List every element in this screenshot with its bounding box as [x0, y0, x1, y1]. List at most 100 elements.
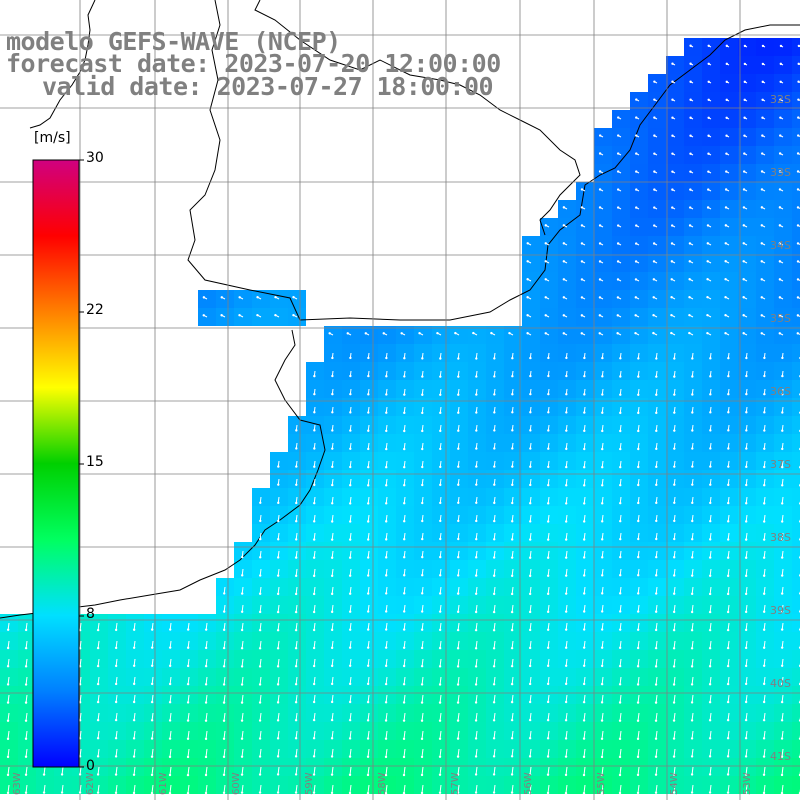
wind-arrow — [168, 766, 172, 777]
wind-arrow — [510, 568, 514, 578]
wind-arrow — [763, 496, 766, 505]
wind-arrow — [655, 388, 658, 396]
wind-arrow — [726, 730, 730, 740]
wind-arrow — [132, 766, 136, 776]
wind-arrow — [6, 748, 10, 759]
wind-arrow — [598, 188, 604, 192]
wind-arrow — [708, 784, 712, 794]
wind-arrow — [421, 388, 424, 396]
wind-arrow — [510, 622, 514, 632]
wind-arrow — [745, 478, 748, 487]
wind-arrow — [312, 784, 316, 794]
wind-arrow — [673, 460, 676, 468]
wind-arrow — [637, 568, 640, 577]
wind-arrow — [294, 784, 298, 794]
wind-arrow — [634, 260, 640, 264]
wind-arrow — [636, 784, 640, 795]
wind-arrow — [295, 514, 298, 523]
wind-arrow — [582, 712, 586, 722]
wind-arrow — [24, 730, 28, 740]
wind-arrow — [385, 550, 388, 559]
wind-arrow — [654, 694, 658, 704]
wind-arrow — [601, 388, 604, 396]
wind-speed-cell — [792, 272, 800, 290]
wind-arrow — [420, 676, 424, 686]
wind-arrow — [418, 332, 424, 336]
wind-arrow — [707, 170, 712, 174]
wind-arrow — [672, 640, 676, 650]
wind-arrow — [762, 676, 766, 686]
wind-arrow — [384, 748, 388, 759]
wind-arrow — [709, 496, 712, 505]
longitude-label: 54W — [669, 772, 680, 795]
wind-arrow — [510, 766, 514, 776]
wind-arrow — [761, 134, 766, 138]
wind-arrow — [132, 676, 136, 686]
wind-arrow — [635, 206, 640, 210]
wind-arrow — [150, 676, 154, 686]
wind-arrow — [780, 514, 784, 523]
wind-arrow — [655, 424, 658, 433]
wind-arrow — [744, 748, 748, 758]
wind-arrow — [367, 406, 370, 414]
wind-arrow — [510, 604, 514, 614]
wind-arrow — [348, 532, 352, 541]
wind-arrow — [528, 550, 532, 559]
wind-arrow — [618, 640, 622, 650]
longitude-label: 61W — [158, 772, 169, 795]
wind-arrow — [546, 604, 550, 614]
wind-arrow — [601, 532, 604, 541]
wind-arrow — [114, 748, 118, 758]
wind-arrow — [672, 586, 676, 595]
wind-arrow — [256, 313, 262, 318]
wind-arrow — [78, 676, 82, 686]
wind-arrow — [709, 424, 712, 432]
wind-arrow — [763, 388, 766, 396]
wind-arrow — [403, 370, 406, 378]
wind-arrow — [475, 442, 478, 450]
wind-arrow — [726, 784, 730, 794]
wind-arrow — [601, 406, 604, 414]
wind-arrow — [511, 442, 514, 450]
wind-speed-cell — [792, 470, 800, 488]
wind-arrow — [403, 406, 406, 415]
wind-arrow — [457, 442, 460, 450]
wind-arrow — [420, 730, 424, 741]
wind-arrow — [348, 568, 352, 577]
wind-arrow — [724, 206, 730, 210]
wind-arrow — [725, 44, 730, 48]
wind-arrow — [402, 784, 406, 795]
wind-arrow — [439, 424, 442, 433]
wind-arrow — [690, 568, 694, 577]
wind-arrow — [636, 676, 640, 686]
wind-arrow — [616, 314, 622, 318]
wind-arrow — [439, 586, 442, 595]
wind-arrow — [779, 44, 784, 48]
wind-speed-cell — [792, 614, 800, 632]
wind-arrow — [781, 460, 784, 469]
wind-arrow — [742, 332, 748, 336]
wind-arrow — [204, 676, 208, 686]
wind-arrow — [618, 748, 622, 759]
wind-arrow — [653, 224, 658, 228]
wind-arrow — [403, 352, 406, 360]
wind-arrow — [690, 640, 694, 650]
wind-arrow — [726, 712, 730, 722]
wind-arrow — [439, 352, 442, 360]
wind-arrow — [6, 712, 10, 722]
wind-arrow — [564, 550, 568, 559]
wind-arrow — [726, 550, 730, 559]
wind-arrow — [726, 640, 730, 650]
wind-arrow — [670, 224, 676, 228]
wind-arrow — [276, 604, 280, 614]
wind-arrow — [655, 550, 658, 559]
wind-arrow — [222, 784, 226, 795]
wind-arrow — [366, 604, 370, 613]
wind-arrow — [706, 278, 712, 282]
wind-arrow — [616, 206, 622, 210]
wind-arrow — [385, 424, 388, 433]
wind-arrow — [186, 658, 190, 668]
wind-arrow — [636, 622, 640, 631]
wind-arrow — [222, 748, 226, 759]
wind-arrow — [456, 730, 460, 740]
